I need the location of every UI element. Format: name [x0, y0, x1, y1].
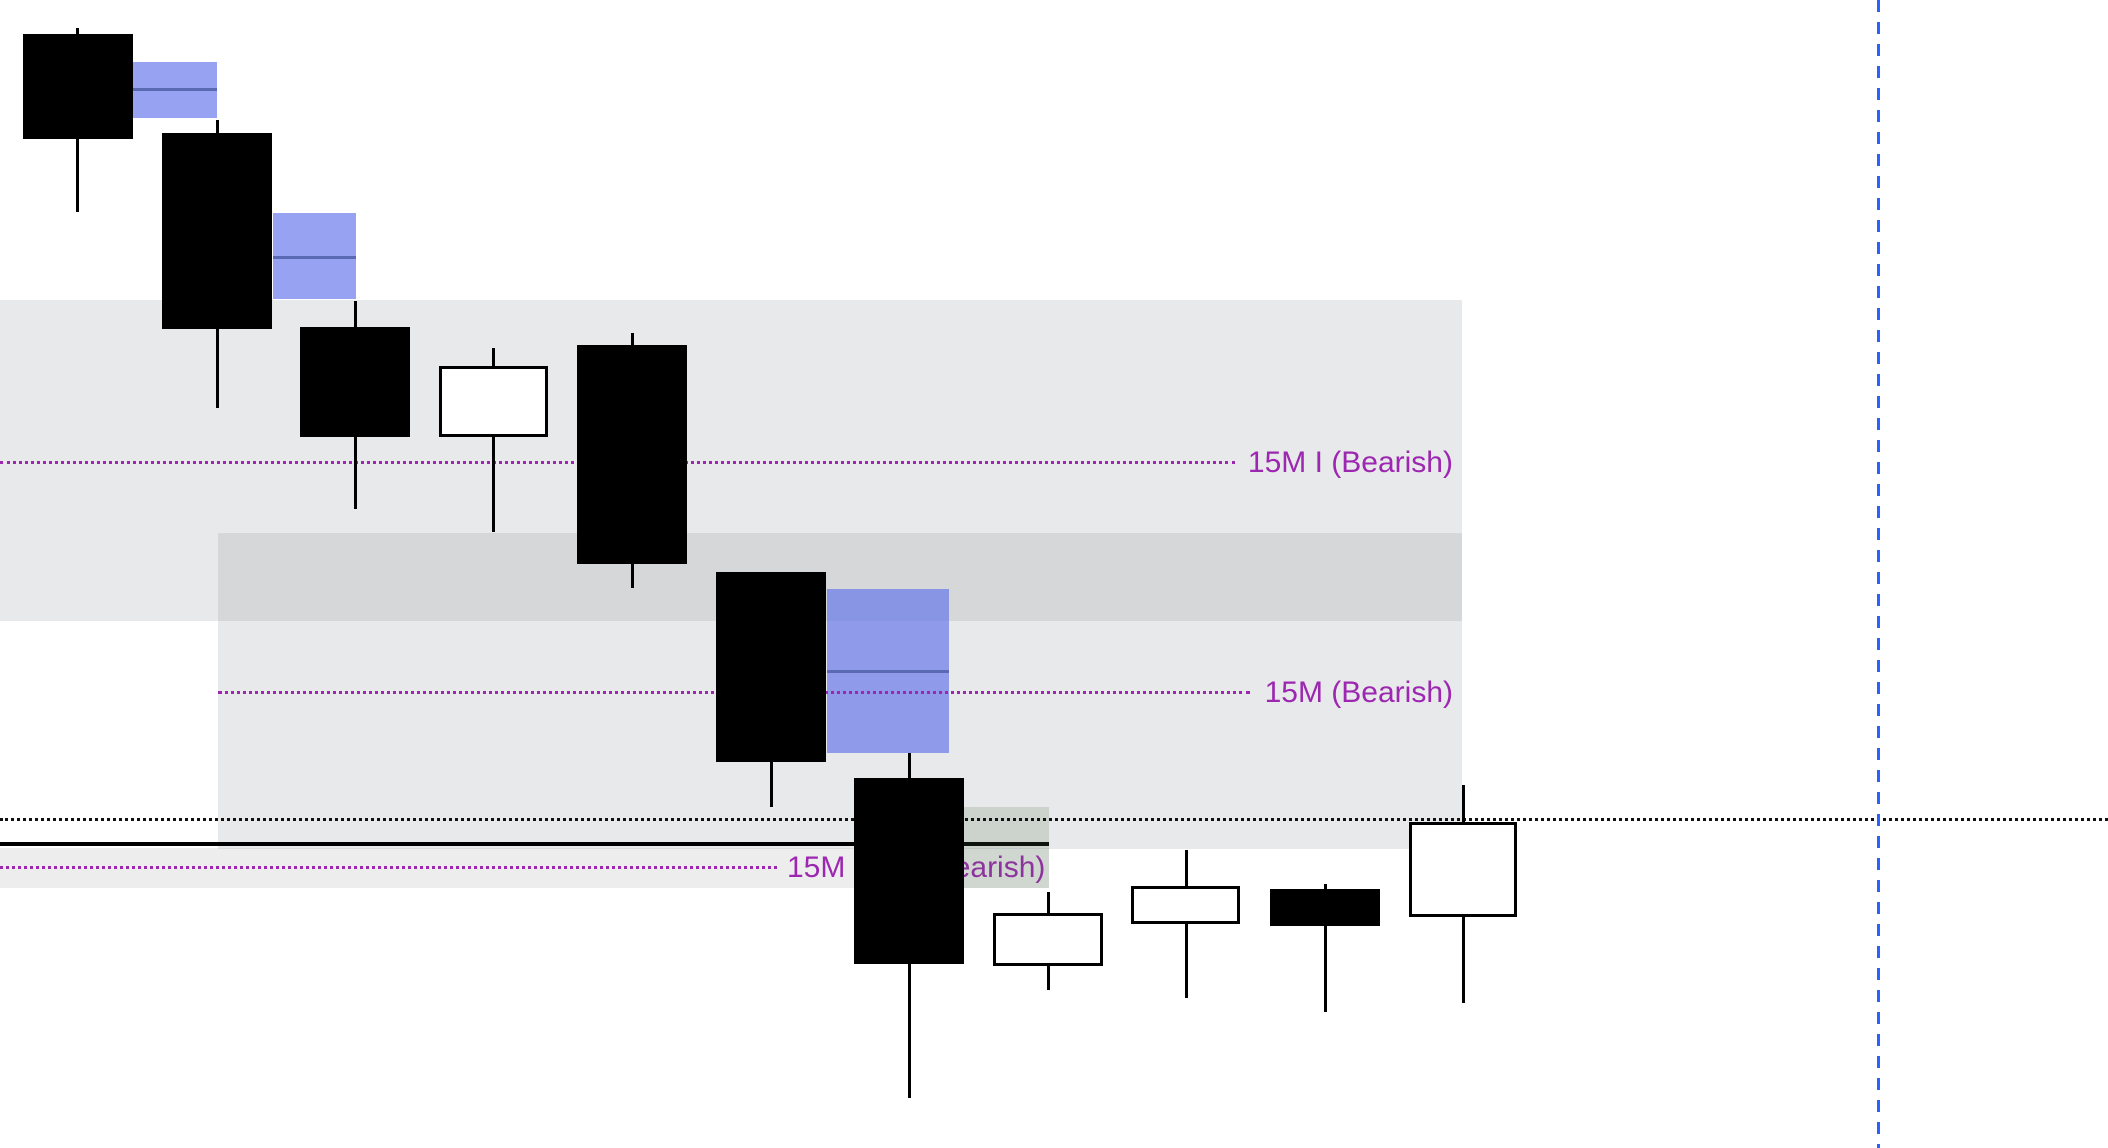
entry-level-solid-line: [0, 842, 1049, 846]
candle-2-body-bearish: [162, 133, 272, 329]
blue-fvg-box-1: [133, 62, 217, 118]
blue-fvg-box-2: [273, 213, 356, 299]
fvg-zone-1: [0, 300, 1462, 621]
candle-9-wick: [1185, 850, 1188, 998]
session-vline: [1877, 0, 1880, 1148]
candle-8-body-bullish: [993, 913, 1103, 966]
blue-fvg-box-3: [827, 589, 949, 753]
candle-5-body-bearish: [577, 345, 687, 564]
candle-7-body-bearish: [854, 778, 964, 964]
level-label-1: 15M I (Bearish): [1247, 446, 1453, 479]
candle-9-body-bullish: [1131, 886, 1240, 924]
level-line-3: [0, 866, 777, 869]
candle-10-wick: [1324, 884, 1327, 1012]
blue-fvg-box-3-midline: [827, 670, 949, 673]
candle-6-body-bearish: [716, 572, 826, 762]
candle-3-body-bearish: [300, 327, 410, 437]
candle-10-body-bearish: [1270, 889, 1380, 926]
blue-fvg-box-2-midline: [273, 256, 356, 259]
blue-fvg-box-1-midline: [133, 88, 217, 91]
candle-11-body-bullish: [1409, 822, 1517, 917]
level-label-2: 15M (Bearish): [1264, 676, 1453, 709]
candle-4-body-bullish: [439, 366, 548, 437]
candle-1-body-bearish: [23, 34, 133, 139]
price-level-dotted-line: [0, 818, 2108, 821]
candle-4-wick: [492, 348, 495, 532]
